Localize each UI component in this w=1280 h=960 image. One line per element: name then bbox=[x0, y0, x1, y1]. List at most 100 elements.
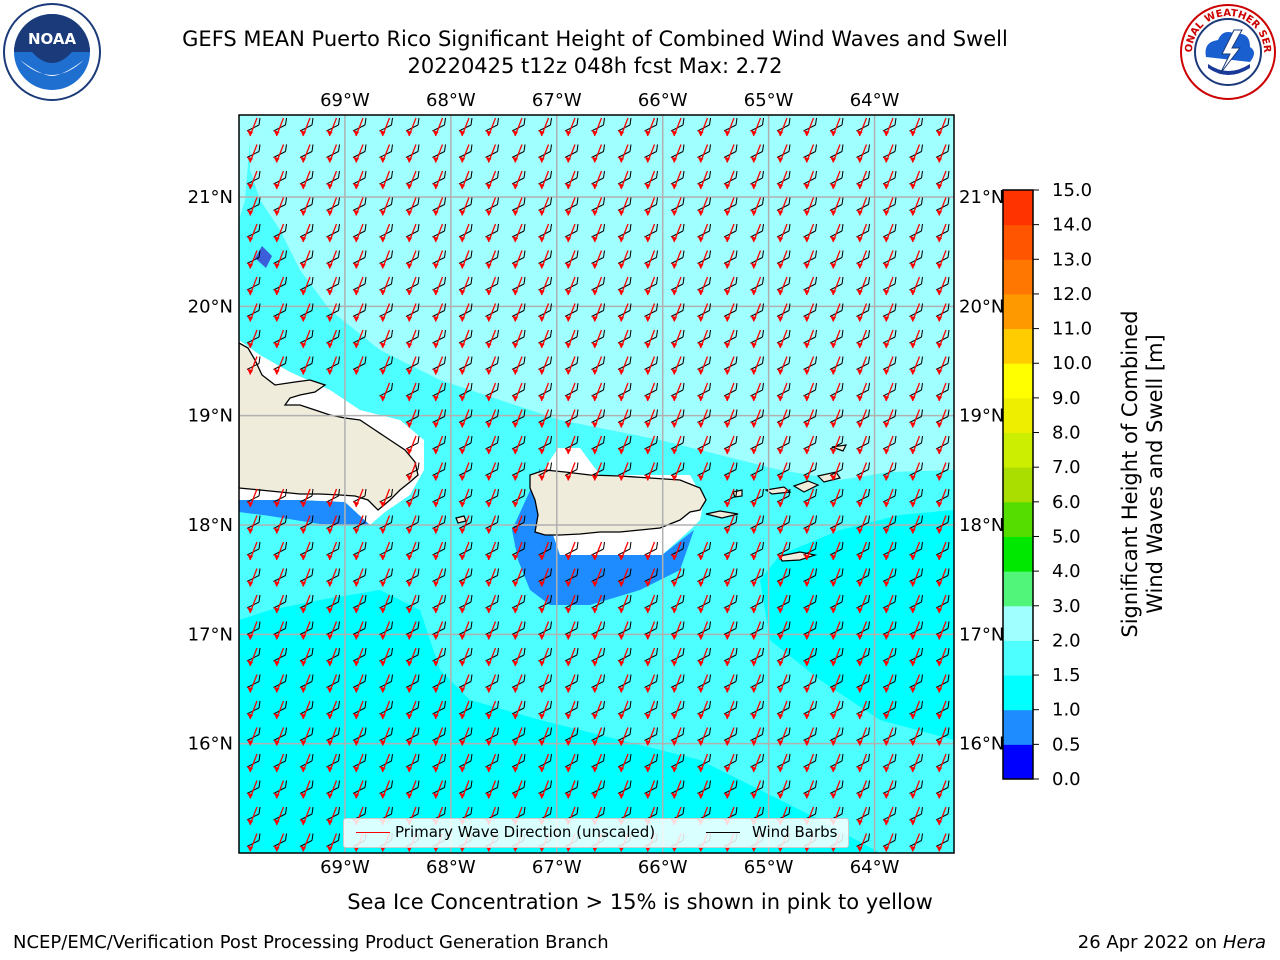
wave-arrow bbox=[750, 197, 762, 216]
colorbar-tick-label: 1.5 bbox=[1052, 665, 1081, 686]
wave-arrow bbox=[591, 329, 603, 349]
wave-arrow bbox=[300, 329, 311, 349]
wave-arrow bbox=[273, 276, 285, 296]
wave-arrow bbox=[406, 276, 417, 296]
wave-arrow bbox=[247, 144, 258, 163]
wave-arrow bbox=[300, 144, 311, 163]
wave-arrow bbox=[247, 303, 258, 322]
wave-field-0-5-nw bbox=[255, 246, 272, 268]
colorbar-cell bbox=[1003, 259, 1033, 295]
wave-arrow bbox=[777, 329, 788, 349]
wave-arrow bbox=[326, 303, 338, 322]
wave-arrow bbox=[803, 223, 815, 243]
footer-host: Hera bbox=[1222, 932, 1266, 953]
wave-arrow bbox=[697, 329, 709, 349]
wave-arrow bbox=[936, 223, 947, 243]
wave-arrow bbox=[830, 197, 841, 216]
wave-arrow bbox=[883, 170, 894, 190]
wave-arrow bbox=[485, 144, 497, 163]
wave-arrow bbox=[353, 117, 364, 137]
nws-logo: NATIONAL WEATHER SERVICE bbox=[1178, 2, 1276, 100]
wave-direction-arrows bbox=[247, 117, 947, 852]
wave-arrow bbox=[591, 170, 603, 190]
wave-arrow bbox=[512, 223, 523, 243]
wave-arrow bbox=[459, 250, 470, 269]
wave-arrow bbox=[644, 303, 656, 322]
wave-arrow bbox=[856, 144, 868, 163]
wave-arrow bbox=[459, 223, 470, 243]
wave-arrow bbox=[803, 250, 815, 269]
wave-arrow bbox=[909, 303, 921, 322]
wave-arrow bbox=[883, 144, 894, 163]
wave-arrow bbox=[379, 276, 391, 296]
wave-arrow bbox=[697, 170, 709, 190]
wave-arrow bbox=[326, 144, 338, 163]
wave-arrow bbox=[591, 250, 603, 269]
colorbar-tick-label: 13.0 bbox=[1052, 249, 1092, 270]
wave-arrow bbox=[883, 303, 894, 322]
colorbar-cell bbox=[1003, 675, 1033, 711]
wave-arrow bbox=[538, 197, 550, 216]
wave-arrow bbox=[432, 250, 444, 269]
wave-arrow bbox=[856, 303, 868, 322]
wave-arrow bbox=[591, 223, 603, 243]
wave-arrow bbox=[671, 170, 682, 190]
wave-arrow bbox=[512, 197, 523, 216]
wave-arrow bbox=[485, 223, 497, 243]
wave-arrow bbox=[273, 223, 285, 243]
colorbar-tick-label: 0.5 bbox=[1052, 734, 1081, 755]
wave-arrow bbox=[671, 250, 682, 269]
wave-arrow bbox=[750, 117, 762, 137]
wave-arrow bbox=[777, 303, 788, 322]
wave-arrow bbox=[671, 197, 682, 216]
wave-arrow bbox=[856, 117, 868, 137]
wave-arrow bbox=[273, 250, 285, 269]
wave-arrow bbox=[830, 276, 841, 296]
colorbar-tick-label: 14.0 bbox=[1052, 215, 1092, 236]
wave-arrow bbox=[300, 250, 311, 269]
colorbar-cell bbox=[1003, 363, 1033, 399]
wave-arrow bbox=[512, 170, 523, 190]
wave-arrow bbox=[671, 276, 682, 296]
wave-arrow bbox=[724, 117, 735, 137]
wave-arrow bbox=[379, 117, 391, 137]
wave-arrow bbox=[459, 329, 470, 349]
colorbar-cell bbox=[1003, 571, 1033, 607]
wave-arrow bbox=[750, 223, 762, 243]
wind-barbs bbox=[246, 117, 950, 847]
colorbar-tick-label: 8.0 bbox=[1052, 423, 1081, 444]
wave-arrow bbox=[697, 223, 709, 243]
wave-arrow bbox=[697, 276, 709, 296]
wave-arrow bbox=[459, 276, 470, 296]
colorbar-cell bbox=[1003, 709, 1033, 745]
wave-arrow bbox=[644, 144, 656, 163]
wave-arrow bbox=[618, 170, 629, 190]
colorbar-cell bbox=[1003, 744, 1033, 780]
wave-arrow bbox=[565, 117, 576, 137]
wave-arrow bbox=[353, 329, 364, 349]
wave-arrow bbox=[750, 276, 762, 296]
wave-arrow bbox=[300, 117, 311, 137]
footer-date-text: 26 Apr 2022 on bbox=[1077, 932, 1218, 953]
wave-arrow bbox=[326, 197, 338, 216]
wave-arrow bbox=[936, 144, 947, 163]
colorbar-tick-label: 11.0 bbox=[1052, 319, 1092, 340]
wave-arrow bbox=[750, 250, 762, 269]
wave-arrow bbox=[644, 117, 656, 137]
colorbar-cell bbox=[1003, 467, 1033, 503]
wave-arrow bbox=[830, 117, 841, 137]
wave-arrow bbox=[432, 276, 444, 296]
colorbar-tick-label: 7.0 bbox=[1052, 457, 1081, 478]
wave-arrow bbox=[300, 197, 311, 216]
wave-arrow bbox=[830, 223, 841, 243]
colorbar-tick-label: 1.0 bbox=[1052, 700, 1081, 721]
wave-arrow bbox=[724, 303, 735, 322]
wave-arrow bbox=[697, 303, 709, 322]
colorbar-title-line1: Significant Height of Combined bbox=[1118, 310, 1142, 638]
wave-arrow bbox=[618, 144, 629, 163]
wave-arrow bbox=[273, 170, 285, 190]
colorbar-tick-label: 4.0 bbox=[1052, 561, 1081, 582]
colorbar-cell bbox=[1003, 432, 1033, 468]
wave-arrow bbox=[856, 170, 868, 190]
